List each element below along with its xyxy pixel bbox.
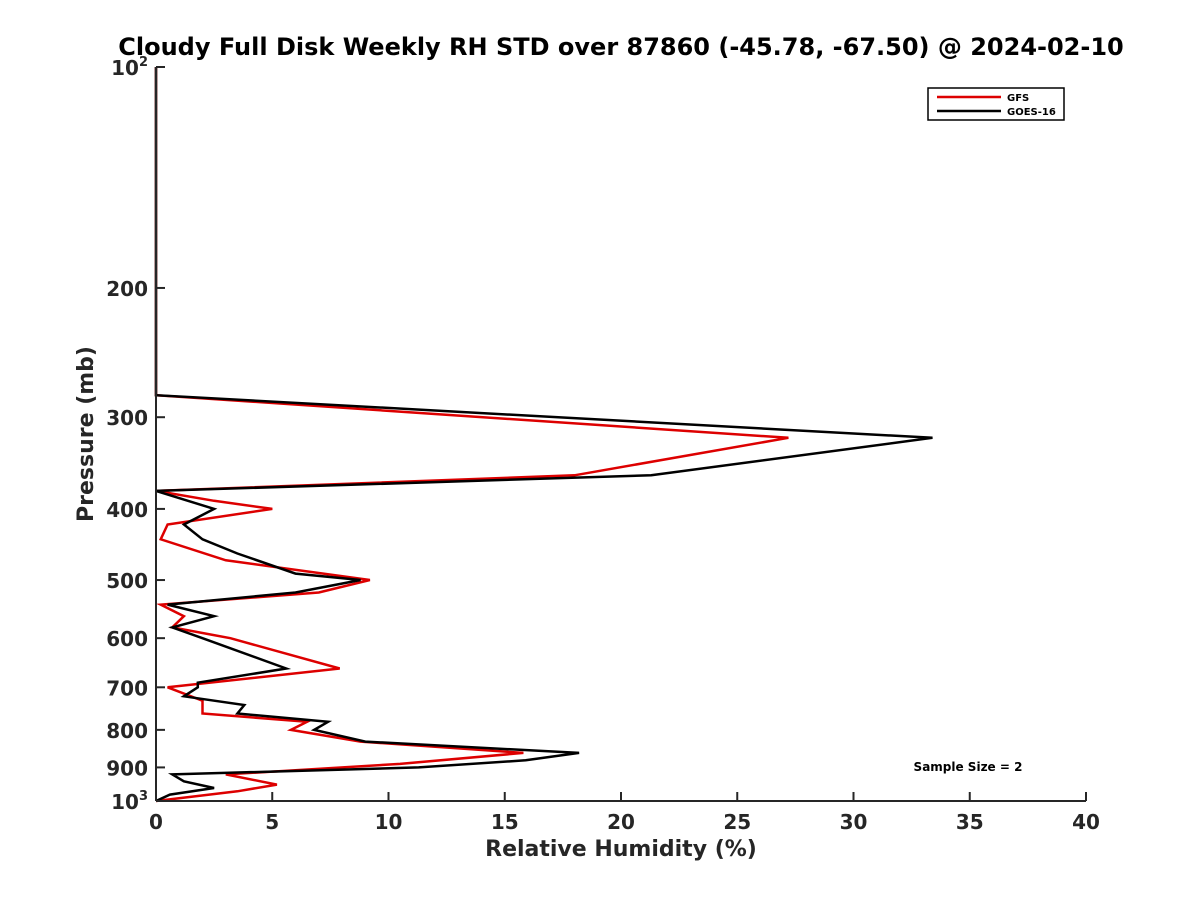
y-axis-label: Pressure (mb) — [74, 346, 99, 522]
y-tick-label: 900 — [106, 756, 148, 780]
y-tick-label: 200 — [106, 277, 148, 301]
y-tick-label: 102 — [111, 55, 148, 80]
y-tick-label: 600 — [106, 627, 148, 651]
plot-lines — [154, 67, 933, 803]
x-tick-label: 5 — [265, 810, 279, 834]
chart-title: Cloudy Full Disk Weekly RH STD over 8786… — [118, 33, 1124, 61]
legend-box — [927, 87, 1065, 121]
legend: GFS GOES-16 — [927, 87, 1065, 121]
sample-size-annotation: Sample Size = 2 — [914, 760, 1023, 774]
x-tick-label: 35 — [956, 810, 984, 834]
x-tick-label: 10 — [375, 810, 403, 834]
x-ticks: 0 5 10 15 20 25 30 35 40 — [149, 792, 1100, 834]
x-axis-label: Relative Humidity (%) — [485, 837, 757, 862]
y-ticks: 102 200 300 400 500 600 700 800 900 103 — [106, 55, 165, 814]
x-tick-label: 15 — [491, 810, 519, 834]
x-tick-label: 40 — [1072, 810, 1100, 834]
y-tick-label: 400 — [106, 498, 148, 522]
legend-label-gfs: GFS — [1007, 93, 1029, 104]
x-tick-label: 0 — [149, 810, 163, 834]
y-tick-label: 700 — [106, 676, 148, 700]
y-tick-label: 103 — [111, 789, 148, 814]
x-tick-label: 30 — [840, 810, 868, 834]
series-line-gfs — [154, 67, 789, 803]
y-tick-label: 500 — [106, 569, 148, 593]
x-tick-label: 25 — [723, 810, 751, 834]
y-tick-label: 800 — [106, 719, 148, 743]
legend-label-goes16: GOES-16 — [1007, 107, 1056, 118]
y-tick-label: 300 — [106, 406, 148, 430]
x-tick-label: 20 — [607, 810, 635, 834]
series-line-goes16 — [154, 67, 933, 803]
